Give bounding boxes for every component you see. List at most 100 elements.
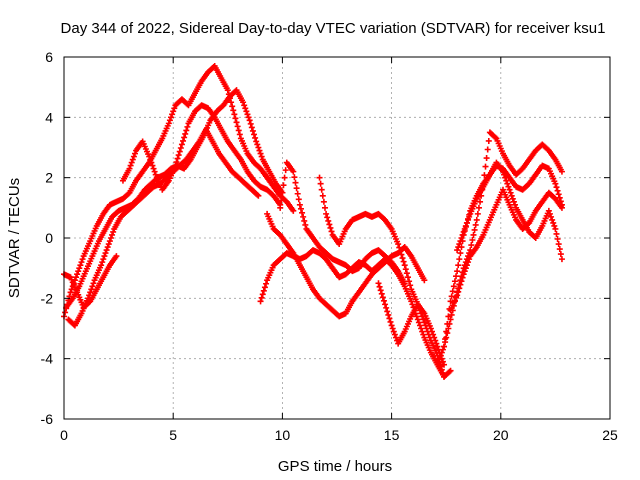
- data-point: [483, 155, 490, 162]
- data-point: [436, 355, 443, 362]
- data-point: [254, 141, 261, 148]
- data-point: [472, 221, 479, 228]
- data-point: [318, 186, 325, 193]
- data-point: [449, 288, 456, 295]
- data-point: [131, 150, 138, 157]
- data-point: [475, 204, 482, 211]
- data-point: [553, 230, 560, 237]
- data-point: [126, 165, 133, 172]
- data-point: [558, 204, 565, 211]
- data-point: [147, 156, 154, 163]
- data-point: [421, 319, 428, 326]
- data-point: [552, 180, 559, 187]
- data-series-5: [119, 102, 284, 208]
- data-point: [174, 155, 181, 162]
- data-point: [466, 256, 473, 263]
- data-point: [165, 120, 172, 127]
- data-point: [151, 168, 158, 175]
- data-point: [378, 290, 385, 297]
- data-point: [254, 191, 261, 198]
- data-point: [504, 180, 511, 187]
- data-point: [328, 228, 335, 235]
- data-point: [302, 221, 309, 228]
- data-point: [251, 131, 258, 138]
- data-point: [171, 105, 178, 112]
- data-point: [510, 198, 517, 205]
- data-point: [259, 291, 266, 298]
- data-point: [184, 123, 191, 130]
- data-point: [401, 262, 408, 269]
- data-point: [105, 241, 112, 248]
- data-point: [470, 231, 477, 238]
- data-point: [431, 334, 438, 341]
- data-point: [448, 311, 455, 318]
- data-point: [447, 367, 454, 374]
- data-point: [325, 217, 332, 224]
- x-tick-label: 10: [275, 427, 291, 443]
- data-point: [558, 256, 565, 263]
- chart-title: Day 344 of 2022, Sidereal Day-to-day VTE…: [61, 20, 606, 37]
- axis-ticks: [63, 56, 611, 420]
- data-point: [392, 334, 399, 341]
- data-point: [279, 189, 286, 196]
- data-point: [278, 197, 285, 204]
- data-point: [554, 236, 561, 243]
- data-point: [103, 247, 110, 254]
- data-point: [548, 213, 555, 220]
- data-point: [88, 286, 95, 293]
- data-point: [177, 145, 184, 152]
- data-point: [409, 301, 416, 308]
- data-point: [430, 331, 437, 338]
- data-point: [113, 253, 120, 260]
- data-point: [453, 273, 460, 280]
- data-point: [67, 289, 74, 296]
- data-point: [382, 301, 389, 308]
- x-tick-label: 25: [602, 427, 618, 443]
- data-point: [553, 184, 560, 191]
- data-point: [456, 285, 463, 292]
- data-point: [471, 226, 478, 233]
- data-point: [552, 225, 559, 232]
- data-point: [109, 231, 116, 238]
- data-point: [503, 177, 510, 184]
- x-tick-label: 0: [60, 427, 68, 443]
- y-axis-tick-labels: -6 -4 -2 0 2 4 6: [41, 49, 54, 427]
- data-point: [301, 217, 308, 224]
- data-point: [89, 283, 96, 290]
- data-point: [258, 294, 265, 301]
- data-point: [454, 247, 461, 254]
- data-point: [380, 297, 387, 304]
- data-point: [87, 289, 94, 296]
- data-point: [261, 284, 268, 291]
- data-point: [62, 309, 69, 316]
- data-point: [236, 131, 243, 138]
- data-point: [295, 196, 302, 203]
- data-point: [85, 295, 92, 302]
- data-series-13: [447, 186, 565, 314]
- data-point: [456, 256, 463, 263]
- data-point: [391, 331, 398, 338]
- data-point: [292, 179, 299, 186]
- data-point: [375, 280, 382, 287]
- data-point: [459, 231, 466, 238]
- data-point: [253, 138, 260, 145]
- data-point: [241, 102, 248, 109]
- data-point: [243, 108, 250, 115]
- data-point: [146, 153, 153, 160]
- data-point: [281, 174, 288, 181]
- data-point: [406, 278, 413, 285]
- data-point: [240, 99, 247, 106]
- data-point: [441, 361, 448, 368]
- data-point: [506, 186, 513, 193]
- data-point: [463, 262, 470, 269]
- data-point: [455, 262, 462, 269]
- data-point: [550, 219, 557, 226]
- data-point: [444, 320, 451, 327]
- data-point: [551, 222, 558, 229]
- data-point: [166, 117, 173, 124]
- data-point: [257, 298, 264, 305]
- data-point: [180, 137, 187, 144]
- data-point: [505, 183, 512, 190]
- data-point: [421, 277, 428, 284]
- data-point: [404, 274, 411, 281]
